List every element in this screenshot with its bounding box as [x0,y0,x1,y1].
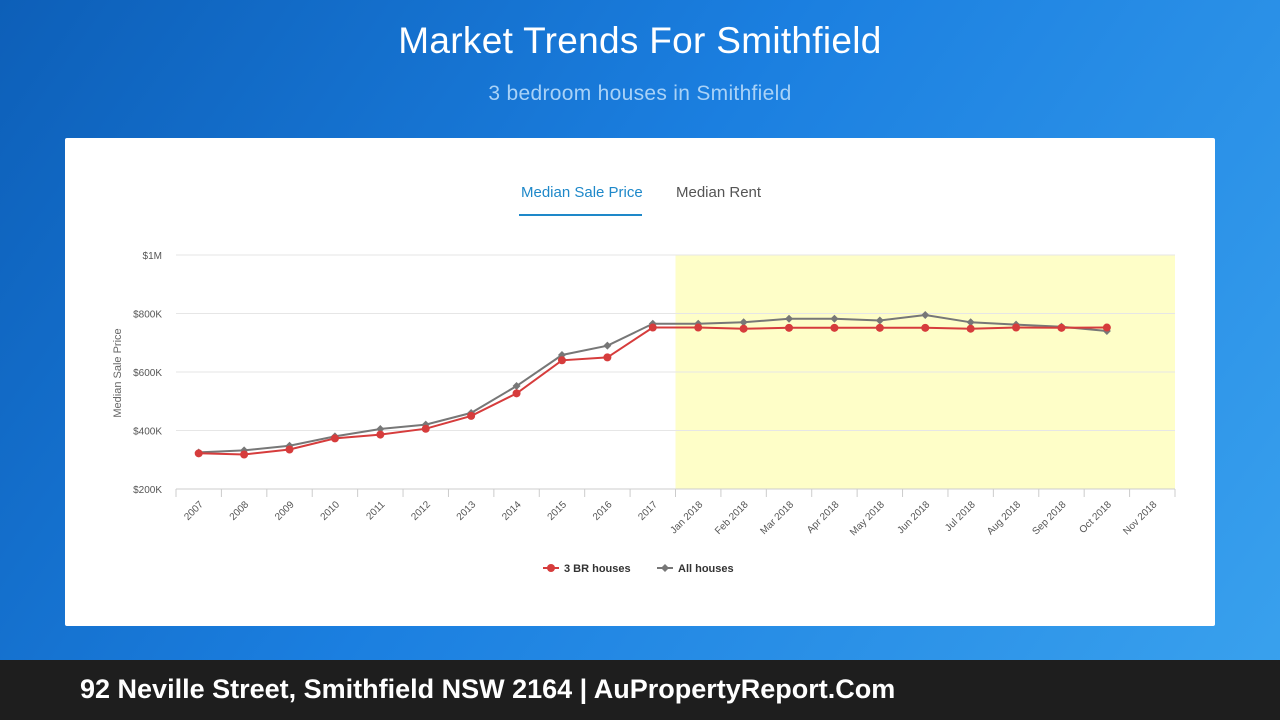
data-point [694,323,703,332]
tab-median-rent[interactable]: Median Rent [676,184,762,201]
x-tick-label: Jul 2018 [943,499,978,534]
x-tick-label: Nov 2018 [1121,499,1159,537]
data-point [1012,323,1021,332]
active-tab-indicator [519,214,642,216]
legend-marker [547,564,555,572]
x-tick-label: 2009 [273,499,297,523]
data-point [1102,323,1111,332]
data-point [603,341,612,350]
legend: 3 BR houses All houses [543,563,734,575]
y-tick-label: $200K [133,485,162,496]
x-tick-label: Mar 2018 [758,499,796,537]
series [194,310,1111,459]
legend-label: 3 BR houses [564,563,631,575]
x-tick-label: 2014 [500,499,524,523]
data-point [603,353,612,362]
page-subtitle: 3 bedroom houses in Smithfield [488,82,792,105]
data-point [648,323,657,332]
y-tick-label: $400K [133,427,162,438]
series-3-br-houses [194,323,1111,459]
x-tick-label: 2011 [364,499,387,522]
x-tick-label: 2008 [228,499,252,523]
data-point [376,425,385,434]
data-point [194,449,203,458]
data-point [830,314,839,323]
x-tick-label: 2013 [455,499,479,523]
data-point [421,424,430,433]
x-tick-label: 2016 [591,499,615,523]
x-tick-label: 2007 [182,499,206,523]
x-tick-label: Oct 2018 [1078,499,1115,536]
data-point [875,316,884,325]
x-tick-label: May 2018 [848,499,887,538]
x-tick-label: Jan 2018 [668,499,705,536]
x-tick-label: 2017 [636,499,660,523]
x-tick-label: 2015 [546,499,570,523]
y-axis-ticks: $200K $400K $600K $800K $1M [133,251,162,496]
x-tick-label: Apr 2018 [805,499,842,536]
legend-label: All houses [678,563,734,575]
legend-marker [661,564,669,572]
data-point [1057,323,1066,332]
data-point [739,318,748,327]
data-point [330,434,339,443]
x-tick-label: 2010 [319,499,343,523]
x-tick-label: Jun 2018 [895,499,932,536]
data-point [557,356,566,365]
x-tick-label: Sep 2018 [1031,499,1069,537]
data-point [240,450,249,459]
line-chart: $200K $400K $600K $800K $1M Median Sale Pric… [112,251,1176,575]
y-axis-label: Median Sale Price [112,328,124,417]
footer-bar: 92 Neville Street, Smithfield NSW 2164 |… [0,660,1280,720]
data-point [921,310,930,319]
data-point [285,445,294,454]
data-point [785,323,794,332]
y-tick-label: $1M [143,251,162,262]
data-point [512,389,521,398]
tab-median-sale-price[interactable]: Median Sale Price [521,184,643,201]
data-point [512,382,521,391]
y-tick-label: $800K [133,310,162,321]
y-tick-label: $600K [133,368,162,379]
data-point [830,323,839,332]
grid-lines [176,254,1175,431]
data-point [467,411,476,420]
data-point [921,323,930,332]
x-tick-label: Aug 2018 [985,499,1023,537]
x-tick-label: 2012 [409,499,433,523]
x-axis: 2007 2008 2009 2010 2011 2012 2013 2014 2015 2016… [175,488,1176,538]
page-title: Market Trends For Smithfield [398,20,882,61]
data-point [875,323,884,332]
x-tick-label: Feb 2018 [713,499,751,537]
footer-address: 92 Neville Street, Smithfield NSW 2164 |… [80,674,896,704]
chart-card: Median Sale Price Median Rent $200K $400K… [65,138,1215,626]
data-point [966,318,975,327]
data-point [376,430,385,439]
data-point [739,324,748,333]
data-point [785,314,794,323]
data-point [966,324,975,333]
